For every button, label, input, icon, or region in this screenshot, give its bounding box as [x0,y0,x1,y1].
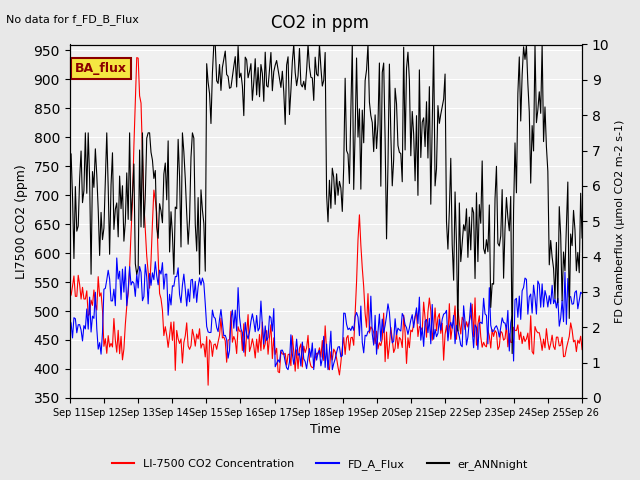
Text: No data for f_FD_B_Flux: No data for f_FD_B_Flux [6,14,140,25]
Text: BA_flux: BA_flux [75,62,127,75]
Legend: LI-7500 CO2 Concentration, FD_A_Flux, er_ANNnight: LI-7500 CO2 Concentration, FD_A_Flux, er… [108,455,532,474]
Y-axis label: FD Chamberflux (μmol CO2 m-2 s-1): FD Chamberflux (μmol CO2 m-2 s-1) [615,120,625,323]
X-axis label: Time: Time [310,423,341,436]
Text: CO2 in ppm: CO2 in ppm [271,14,369,33]
Y-axis label: LI7500 CO2 (ppm): LI7500 CO2 (ppm) [15,164,28,278]
